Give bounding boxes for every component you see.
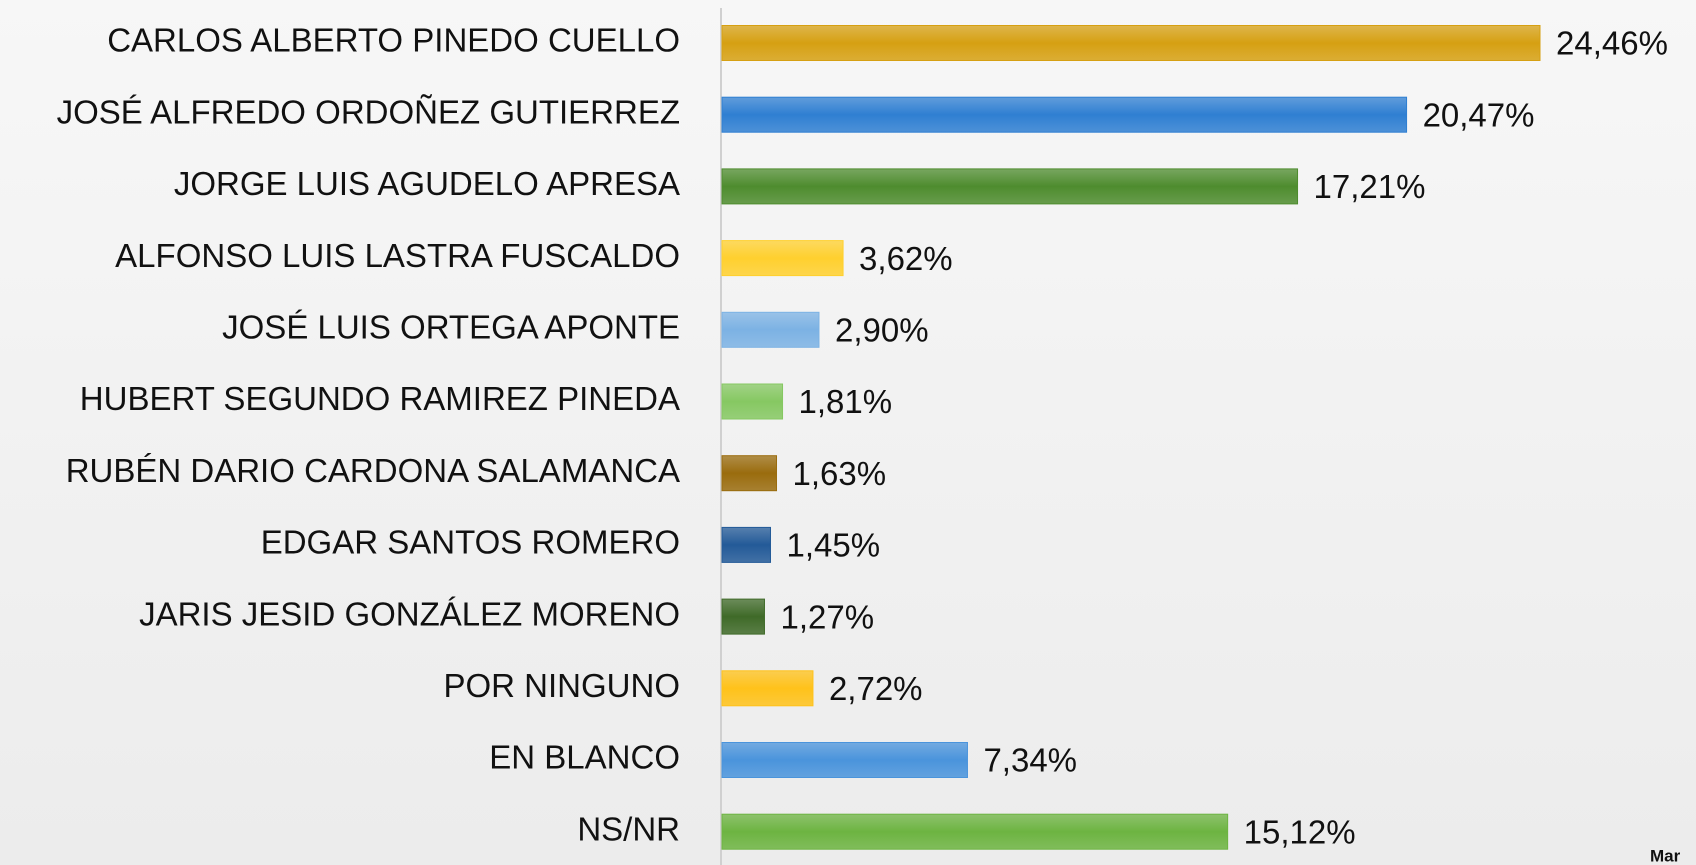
value-label: 1,27% bbox=[780, 598, 874, 635]
bar bbox=[721, 598, 765, 635]
category-label: CARLOS ALBERTO PINEDO CUELLO bbox=[107, 22, 680, 59]
category-label: JORGE LUIS AGUDELO APRESA bbox=[174, 165, 680, 202]
category-label: JARIS JESID GONZÁLEZ MORENO bbox=[139, 595, 680, 632]
value-label: 17,21% bbox=[1314, 168, 1426, 205]
value-label: 7,34% bbox=[983, 742, 1077, 779]
bar bbox=[721, 25, 1541, 61]
category-label: JOSÉ ALFREDO ORDOÑEZ GUTIERREZ bbox=[57, 93, 680, 130]
category-label: NS/NR bbox=[577, 810, 680, 847]
bar bbox=[721, 311, 820, 348]
category-label: EN BLANCO bbox=[489, 739, 680, 776]
annotation: Mar bbox=[1650, 846, 1681, 865]
bar bbox=[721, 168, 1299, 205]
value-label: 1,81% bbox=[799, 383, 893, 420]
category-label: POR NINGUNO bbox=[443, 667, 680, 704]
value-label: 15,12% bbox=[1244, 813, 1356, 850]
category-label: EDGAR SANTOS ROMERO bbox=[261, 524, 680, 561]
value-label: 24,46% bbox=[1556, 25, 1668, 62]
bar bbox=[721, 96, 1408, 133]
bar bbox=[721, 526, 771, 563]
category-label: ALFONSO LUIS LASTRA FUSCALDO bbox=[115, 237, 680, 274]
bar bbox=[721, 383, 784, 420]
category-label: RUBÉN DARIO CARDONA SALAMANCA bbox=[66, 452, 680, 489]
value-label: 3,62% bbox=[859, 240, 953, 277]
bar bbox=[721, 240, 844, 277]
bar bbox=[721, 813, 1229, 850]
category-label: JOSÉ LUIS ORTEGA APONTE bbox=[222, 309, 680, 346]
bar bbox=[721, 742, 968, 778]
value-label: 1,45% bbox=[786, 527, 880, 564]
bar bbox=[721, 455, 778, 492]
value-label: 20,47% bbox=[1423, 96, 1535, 133]
value-label: 2,90% bbox=[835, 312, 929, 349]
value-label: 2,72% bbox=[829, 670, 923, 707]
bar bbox=[721, 670, 814, 707]
category-label: HUBERT SEGUNDO RAMIREZ PINEDA bbox=[80, 380, 680, 417]
value-label: 1,63% bbox=[793, 455, 887, 492]
